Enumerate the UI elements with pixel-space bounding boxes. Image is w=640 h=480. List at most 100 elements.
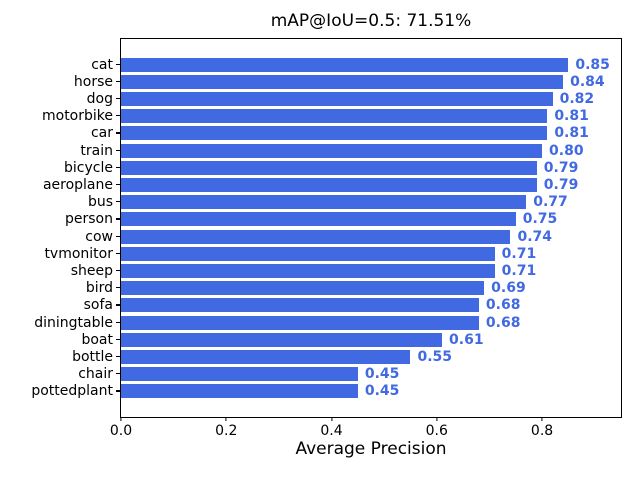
y-tick-mark: [116, 132, 121, 134]
y-tick-mark: [116, 321, 121, 323]
category-label: dog: [86, 91, 113, 107]
category-label: bottle: [72, 349, 113, 366]
value-label: 0.45: [364, 366, 400, 383]
y-tick-mark: [116, 304, 121, 306]
category-label: bird: [85, 280, 113, 297]
category-label: train: [80, 142, 113, 159]
category-label: bus: [87, 194, 113, 211]
category-label: pottedplant: [31, 383, 113, 400]
y-tick-mark: [116, 235, 121, 237]
y-tick-mark: [116, 287, 121, 289]
y-tick-mark: [116, 373, 121, 375]
category-label: sofa: [83, 297, 113, 314]
bar: [121, 229, 511, 244]
bar: [121, 332, 443, 347]
bar-row: chair 0.45: [78, 366, 621, 383]
value-label: 0.74: [517, 228, 553, 245]
category-label: sheep: [70, 263, 113, 280]
bar: [121, 57, 569, 72]
bar-row: person 0.75: [65, 211, 621, 228]
y-tick-mark: [116, 166, 121, 168]
bar: [121, 74, 564, 89]
value-label: 0.69: [491, 280, 526, 297]
bar-row: cat 0.85: [91, 56, 621, 73]
category-label: motorbike: [41, 108, 113, 125]
x-tick-mark: [436, 417, 438, 421]
x-tick-mark: [541, 417, 543, 421]
value-label: 0.75: [522, 211, 558, 228]
bar: [121, 246, 495, 261]
bar-row: boat 0.61: [81, 331, 621, 348]
y-tick-mark: [116, 115, 121, 117]
bar-row: diningtable 0.68: [34, 314, 621, 331]
x-tick-label: 0.4: [320, 423, 343, 439]
x-tick-label: 0.0: [109, 423, 133, 439]
bar-row: bird 0.69: [86, 280, 621, 297]
y-tick-mark: [116, 184, 121, 186]
category-label: horse: [73, 73, 113, 90]
x-tick-label: 0.6: [425, 423, 448, 439]
bars-container: cat 0.85 horse 0.84 dog 0.82 motorbike 0.81 car 0…: [31, 39, 621, 417]
category-label: tvmonitor: [44, 245, 113, 262]
bar: [121, 160, 537, 175]
y-tick-mark: [116, 80, 121, 82]
x-tick-mark: [225, 417, 227, 421]
x-tick-label: 0.2: [215, 423, 238, 439]
bar: [121, 384, 358, 399]
y-tick-mark: [116, 63, 121, 65]
y-tick-mark: [116, 252, 121, 255]
value-label: 0.71: [501, 263, 537, 280]
chart-title: mAP@IoU=0.5: 71.51%: [270, 11, 472, 31]
bar-row: aeroplane 0.79: [43, 176, 621, 194]
x-tick-mark: [330, 417, 333, 421]
category-label: boat: [81, 331, 113, 348]
bar: [121, 367, 358, 382]
bar-row: pottedplant 0.45: [31, 383, 621, 400]
bar: [121, 92, 553, 106]
value-label: 0.45: [364, 383, 400, 400]
bar: [121, 350, 411, 365]
bar-row: cow 0.74: [85, 228, 621, 245]
bar-row: motorbike 0.81: [42, 108, 621, 125]
category-label: diningtable: [34, 314, 113, 331]
category-label: aeroplane: [42, 177, 113, 194]
y-tick-mark: [116, 218, 121, 220]
value-label: 0.81: [554, 125, 589, 142]
y-tick-mark: [116, 149, 121, 151]
value-label: 0.79: [543, 177, 579, 194]
value-label: 0.82: [559, 91, 595, 107]
bar: [121, 315, 479, 330]
value-label: 0.84: [570, 73, 605, 90]
bar-row: bicycle 0.79: [64, 159, 621, 176]
y-tick-mark: [116, 356, 121, 358]
value-label: 0.71: [501, 245, 537, 262]
value-label: 0.80: [549, 142, 584, 159]
bar: [121, 264, 495, 279]
bar-row: car 0.81: [91, 125, 621, 142]
x-tick-label: 0.8: [530, 423, 554, 439]
category-label: cat: [91, 56, 113, 73]
bar: [121, 281, 485, 296]
bar: [121, 109, 548, 124]
category-label: chair: [78, 366, 113, 383]
bar-row: bus 0.77: [88, 194, 621, 211]
category-label: person: [65, 211, 113, 228]
bar: [121, 212, 516, 227]
bar-row: dog 0.82: [87, 90, 621, 107]
bar-row: train 0.80: [80, 142, 621, 159]
bar-row: tvmonitor 0.71: [44, 245, 621, 262]
bar-row: horse 0.84: [74, 73, 621, 90]
bar-row: sofa 0.68: [84, 297, 621, 314]
y-tick-mark: [116, 98, 121, 100]
bar: [121, 195, 527, 210]
value-label: 0.68: [485, 297, 521, 314]
y-tick-mark: [116, 270, 121, 272]
category-label: bicycle: [64, 159, 113, 176]
category-label: cow: [85, 228, 113, 245]
value-label: 0.77: [533, 194, 568, 211]
bar: [121, 126, 548, 141]
y-tick-mark: [116, 390, 121, 392]
value-label: 0.61: [449, 331, 484, 348]
value-label: 0.68: [485, 314, 521, 331]
